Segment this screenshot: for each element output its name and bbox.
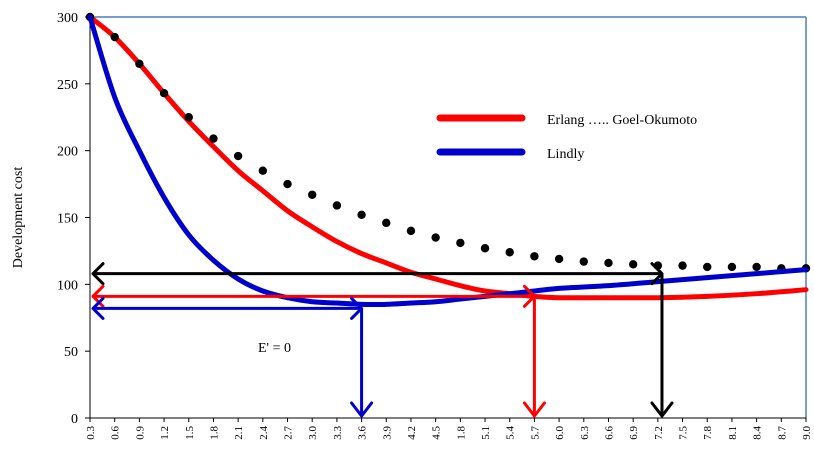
y-tick-label: 200	[57, 145, 78, 160]
marker-arrow-down	[350, 401, 374, 418]
x-tick-label: 0.3	[85, 426, 97, 440]
series-goel-okumoto-point	[382, 218, 391, 228]
x-tick-label: 1.8	[455, 426, 467, 440]
x-tick-label: 4.2	[406, 426, 418, 440]
series-goel-okumoto-point	[357, 210, 366, 220]
x-tick-label: 2.1	[233, 426, 245, 440]
axes-layer: 0 50 100 150 200 250 300 0.3 0.6 0.9 1.2 1.5 1.8 2.1 2…	[11, 11, 813, 440]
x-tick-label: 8.7	[776, 426, 788, 440]
marker-arrow-left	[91, 262, 105, 286]
marker-arrow-left	[91, 296, 105, 320]
marker-arrow-right	[350, 296, 364, 320]
series-goel-okumoto-point	[752, 262, 761, 272]
series-goel-okumoto-point	[209, 134, 218, 143]
x-tick-label: 5.7	[529, 426, 541, 440]
y-axis-title: Development cost	[11, 167, 26, 269]
x-tick-label: 8.4	[752, 426, 764, 440]
x-tick-label: 1.8	[208, 426, 220, 440]
annotations: E' = 0	[258, 341, 291, 356]
y-tick-label: 50	[64, 345, 78, 360]
x-tick-label: 5.4	[505, 426, 517, 440]
legend-label: Lindly	[547, 147, 584, 162]
series-goel-okumoto-point	[332, 201, 342, 210]
series-goel-okumoto-point	[283, 179, 292, 189]
series-goel-okumoto-point	[456, 238, 465, 248]
legend-label: Erlang ….. Goel-Okumoto	[547, 113, 697, 128]
y-tick-label: 100	[57, 278, 78, 293]
x-tick-label: 4.5	[431, 426, 443, 440]
series-lindly-line	[87, 14, 809, 308]
x-tick-label: 6.0	[554, 426, 566, 440]
series-goel-okumoto-point	[135, 59, 144, 68]
marker-arrow-right	[522, 284, 536, 308]
series-goel-okumoto-point	[258, 166, 268, 175]
x-tick-label: 3.6	[357, 426, 369, 440]
legend: Erlang ….. Goel-Okumoto Lindly	[436, 113, 697, 162]
series-goel-okumoto-point	[530, 252, 539, 261]
series-goel-okumoto-point	[579, 257, 588, 266]
x-tick-label: 6.6	[603, 426, 615, 440]
series-layer	[85, 12, 811, 308]
series-goel-okumoto-point	[678, 261, 687, 270]
y-tick-label: 300	[57, 11, 78, 26]
x-tick-label: 9.0	[801, 426, 813, 440]
series-goel-okumoto-point	[233, 151, 243, 161]
x-tick-label: 2.4	[258, 426, 270, 440]
markers-layer	[91, 262, 674, 418]
x-tick-label: 8.1	[727, 426, 739, 440]
y-tick-label: 250	[57, 78, 78, 93]
annotation-e-prime: E' = 0	[258, 341, 291, 356]
series-goel-okumoto-point	[703, 262, 712, 272]
y-tick-label: 150	[57, 212, 78, 227]
series-goel-okumoto-point	[110, 32, 119, 42]
series-goel-okumoto-point	[308, 190, 317, 199]
series-goel-okumoto-point	[604, 258, 613, 268]
x-tick-label: 6.9	[628, 426, 640, 440]
x-tick-label: 1.2	[159, 426, 171, 440]
x-tick-label: 7.5	[678, 426, 690, 440]
series-goel-okumoto-point	[184, 113, 193, 122]
x-tick-label: 0.6	[110, 426, 122, 440]
y-tick-label: 0	[71, 412, 78, 427]
x-tick-label: 1.5	[184, 426, 196, 440]
x-tick-label: 3.3	[332, 426, 344, 440]
marker-arrow-down	[650, 401, 674, 418]
marker-arrow-down	[522, 401, 546, 418]
x-tick-label: 6.3	[579, 426, 591, 440]
x-tick-label: 3.0	[307, 426, 319, 440]
series-goel-okumoto-point	[406, 226, 416, 236]
series-goel-okumoto-point	[431, 233, 440, 242]
series-erlang-line	[87, 14, 809, 301]
series-goel-okumoto-point	[727, 262, 737, 272]
series-goel-okumoto-point	[554, 254, 564, 264]
series-goel-okumoto-point	[628, 260, 638, 269]
x-tick-label: 5.1	[480, 426, 492, 440]
series-goel-okumoto-point	[505, 248, 514, 257]
x-tick-label: 7.2	[653, 426, 665, 440]
series-goel-okumoto-point	[480, 244, 490, 253]
series-goel-okumoto-point	[159, 88, 169, 98]
x-tick-label: 7.8	[702, 426, 714, 440]
x-tick-label: 3.9	[381, 426, 393, 440]
x-tick-label: 2.7	[283, 426, 295, 440]
x-tick-label: 0.9	[134, 426, 146, 440]
